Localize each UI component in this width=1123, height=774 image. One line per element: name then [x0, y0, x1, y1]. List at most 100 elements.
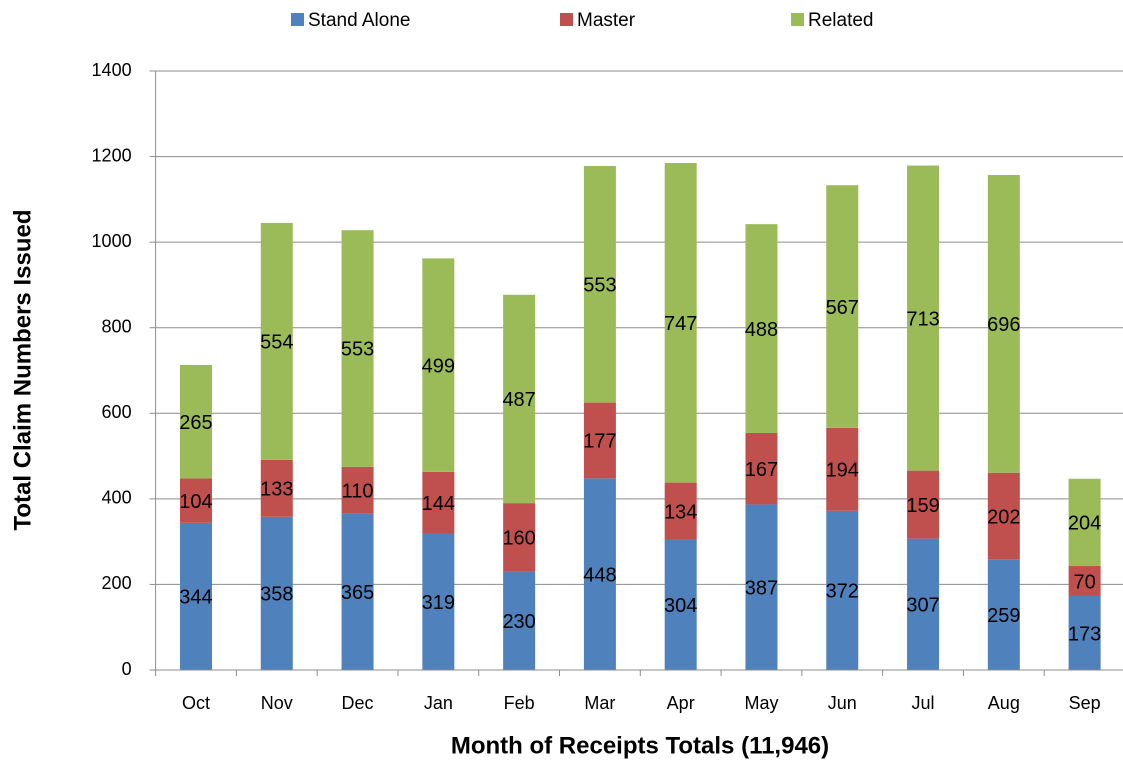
data-label: 567: [826, 297, 859, 319]
data-label: 554: [260, 332, 293, 354]
x-tick-label: Sep: [1069, 693, 1101, 713]
x-tick-label: Jun: [828, 693, 857, 713]
x-tick-label: Jul: [912, 693, 935, 713]
y-tick-label: 1000: [92, 231, 132, 251]
data-label: 110: [342, 481, 374, 503]
data-label: 344: [179, 587, 212, 609]
bar-segment: [503, 503, 536, 572]
bar-segment: [1068, 595, 1101, 670]
bar-segment: [745, 504, 778, 670]
data-label: 202: [987, 506, 1020, 528]
x-tick-label: Nov: [261, 693, 293, 713]
data-label: 159: [906, 495, 939, 517]
data-label: 365: [341, 582, 374, 604]
bar-segment: [583, 478, 616, 670]
data-label: 259: [987, 605, 1020, 627]
data-label: 319: [422, 592, 455, 614]
y-tick-label: 0: [122, 659, 132, 679]
legend-label: Master: [577, 10, 636, 31]
legend-label: Stand Alone: [308, 10, 410, 31]
bar-segment: [826, 427, 859, 511]
bar-segment: [260, 516, 293, 670]
bar-segment: [341, 466, 374, 514]
data-label: 307: [906, 595, 939, 617]
data-label: 144: [422, 493, 455, 515]
data-label: 204: [1068, 513, 1101, 535]
data-label: 499: [422, 355, 455, 377]
bar-segment: [341, 230, 374, 467]
data-label: 747: [664, 313, 697, 335]
data-label: 553: [341, 339, 374, 361]
data-label: 133: [260, 479, 293, 501]
x-tick-label: Jan: [424, 693, 453, 713]
y-tick-label: 1200: [92, 145, 132, 165]
data-label: 134: [664, 502, 697, 524]
y-tick-label: 400: [102, 488, 132, 508]
bar-segment: [260, 459, 293, 517]
bar-segment: [907, 538, 940, 670]
x-tick-label: Apr: [667, 693, 695, 713]
bar-segment: [745, 432, 778, 505]
bar-segment: [503, 294, 536, 504]
data-label: 304: [664, 595, 697, 617]
bar-segment: [422, 258, 455, 472]
y-tick-label: 600: [102, 402, 132, 422]
bar-segment: [179, 522, 212, 670]
data-label: 104: [179, 491, 212, 513]
data-label: 160: [502, 528, 535, 550]
bar-segment: [179, 478, 212, 523]
data-label: 265: [179, 412, 212, 434]
bar-segment: [826, 510, 859, 670]
x-tick-label: Feb: [504, 693, 535, 713]
data-label: 70: [1073, 571, 1095, 593]
data-label: 194: [826, 460, 859, 482]
bar-segment: [987, 472, 1020, 560]
data-label: 487: [502, 389, 535, 411]
bar-segment: [664, 539, 697, 670]
y-tick-label: 800: [102, 316, 132, 336]
bar-segment: [664, 482, 697, 540]
y-tick-label: 200: [102, 573, 132, 593]
data-label: 553: [583, 275, 616, 297]
y-axis-title: Total Claim Numbers Issued: [9, 210, 36, 531]
x-tick-label: Dec: [342, 693, 374, 713]
data-label: 177: [583, 431, 616, 453]
bar-segment: [341, 513, 374, 670]
data-label: 358: [260, 584, 293, 606]
x-tick-label: Oct: [182, 693, 210, 713]
data-label: 448: [583, 564, 616, 586]
bar-segment: [907, 165, 940, 471]
bar-segment: [987, 559, 1020, 670]
bar-segment: [179, 364, 212, 479]
x-tick-label: Mar: [584, 693, 615, 713]
legend-swatch: [291, 13, 304, 26]
data-label: 488: [745, 319, 778, 341]
bar-segment: [745, 224, 778, 433]
legend-label: Related: [808, 10, 874, 31]
data-label: 713: [906, 308, 939, 330]
y-tick-label: 1400: [92, 60, 132, 80]
data-label: 372: [826, 581, 859, 603]
bar-segment: [664, 162, 697, 483]
data-label: 173: [1068, 623, 1101, 645]
bar-segment: [583, 165, 616, 403]
bar-segment: [583, 402, 616, 479]
bar-segment: [503, 571, 536, 670]
legend-swatch: [791, 13, 804, 26]
bar-segment: [422, 471, 455, 534]
x-axis-title: Month of Receipts Totals (11,946): [451, 732, 829, 759]
legend-swatch: [560, 13, 573, 26]
bar-segment: [1068, 478, 1101, 567]
bar-segment: [987, 174, 1020, 473]
bar-segment: [1068, 566, 1101, 596]
data-label: 696: [987, 314, 1020, 336]
bar-segment: [422, 533, 455, 670]
bar-segment: [260, 222, 293, 460]
x-tick-label: Aug: [988, 693, 1020, 713]
bar-segment: [907, 470, 940, 539]
data-label: 167: [745, 459, 778, 481]
bar-segment: [826, 185, 859, 428]
data-label: 387: [745, 577, 778, 599]
data-label: 230: [502, 611, 535, 633]
